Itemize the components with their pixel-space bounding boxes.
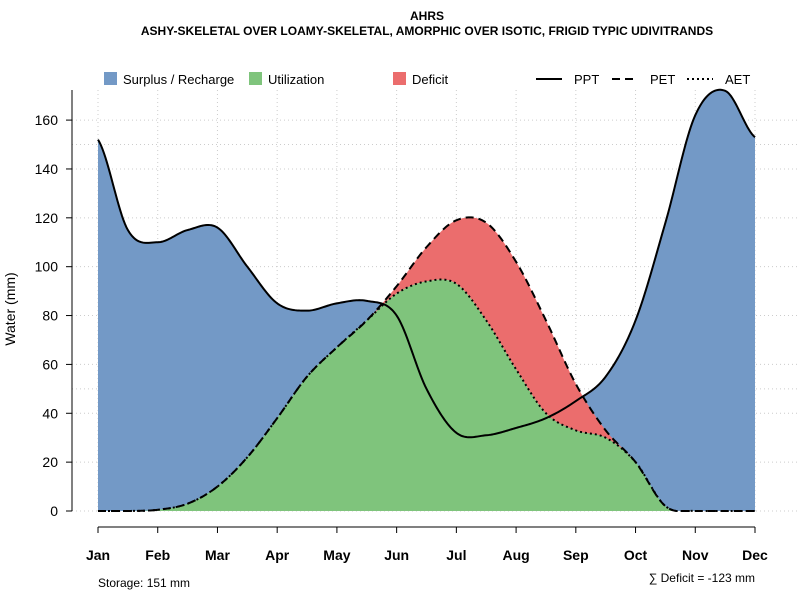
area-layer [98, 89, 755, 512]
y-tick-label: 60 [42, 356, 58, 372]
series-line-ppt [97, 88, 756, 439]
y-tick-label: 140 [35, 161, 59, 177]
legend-label: AET [725, 72, 750, 87]
series-line-aet [98, 278, 755, 512]
legend-label: Deficit [412, 72, 449, 87]
line-layer [97, 88, 756, 512]
x-tick-label: Oct [624, 547, 648, 563]
legend: Surplus / Recharge Utilization Deficit PPT P… [104, 72, 750, 87]
y-tick-label: 120 [35, 210, 59, 226]
y-tick-label: 0 [50, 503, 58, 519]
legend-swatch [249, 72, 262, 85]
x-tick-label: Jun [384, 547, 409, 563]
y-tick-label: 80 [42, 308, 58, 324]
x-tick-label: Feb [145, 547, 170, 563]
x-tick-label: Jan [86, 547, 110, 563]
series-line-pet [98, 216, 755, 512]
y-tick-label: 160 [35, 112, 59, 128]
x-tick-label: Dec [742, 547, 768, 563]
x-tick-label: May [323, 547, 350, 563]
x-tick-label: Apr [265, 547, 290, 563]
deficit-area [98, 217, 755, 511]
legend-swatch [104, 72, 117, 85]
legend-label: PET [650, 72, 675, 87]
legend-label: Utilization [268, 72, 324, 87]
y-tick-label: 100 [35, 259, 59, 275]
x-tick-label: Nov [682, 547, 709, 563]
x-tick-label: Mar [205, 547, 230, 563]
x-tick-label: Aug [502, 547, 529, 563]
legend-swatch [393, 72, 406, 85]
surplus-recharge-area [98, 89, 755, 512]
y-tick-label: 20 [42, 454, 58, 470]
legend-label: PPT [574, 72, 599, 87]
storage-annotation: Storage: 151 mm [98, 576, 190, 590]
y-axis-title: Water (mm) [2, 272, 18, 345]
chart-title: AHRS [410, 9, 444, 23]
chart-subtitle: ASHY-SKELETAL OVER LOAMY-SKELETAL, AMORP… [141, 24, 713, 38]
utilization-area [98, 279, 755, 511]
x-tick-label: Sep [563, 547, 589, 563]
deficit-annotation: ∑ Deficit = -123 mm [649, 571, 755, 585]
legend-label: Surplus / Recharge [123, 72, 234, 87]
axes: 0 20 40 60 80 100 120 140 160 Jan Feb Mar Apr May Jun J… [35, 90, 768, 563]
x-tick-label: Jul [446, 547, 466, 563]
y-tick-label: 40 [42, 405, 58, 421]
